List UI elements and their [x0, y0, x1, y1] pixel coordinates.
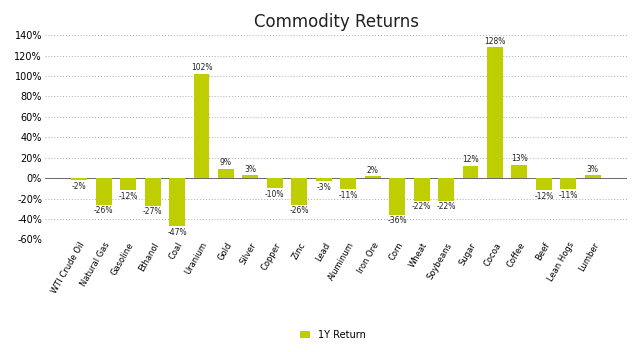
Text: 9%: 9% — [220, 158, 232, 168]
Text: -27%: -27% — [143, 207, 163, 216]
Bar — [316, 178, 332, 181]
Bar — [218, 169, 234, 178]
Title: Commodity Returns: Commodity Returns — [253, 13, 419, 31]
Bar — [438, 178, 454, 201]
Bar — [267, 178, 283, 188]
Bar — [291, 178, 307, 205]
Legend: 1Y Return: 1Y Return — [296, 326, 369, 344]
Bar — [193, 74, 209, 178]
Text: -11%: -11% — [559, 191, 578, 200]
Bar — [487, 48, 503, 178]
Text: 102%: 102% — [191, 63, 212, 73]
Bar — [389, 178, 405, 215]
Text: 2%: 2% — [367, 165, 379, 175]
Bar — [169, 178, 185, 226]
Bar — [536, 178, 552, 190]
Text: -26%: -26% — [289, 206, 309, 215]
Text: -3%: -3% — [316, 183, 331, 192]
Bar — [413, 178, 429, 201]
Text: -2%: -2% — [72, 182, 86, 191]
Text: -47%: -47% — [167, 228, 187, 237]
Text: -26%: -26% — [94, 206, 113, 215]
Bar — [463, 166, 479, 178]
Text: -22%: -22% — [436, 202, 456, 211]
Text: 3%: 3% — [587, 164, 599, 174]
Text: 128%: 128% — [484, 37, 506, 46]
Text: -12%: -12% — [534, 192, 554, 201]
Bar — [145, 178, 161, 206]
Bar — [585, 175, 601, 178]
Text: -11%: -11% — [339, 191, 358, 200]
Text: 3%: 3% — [244, 164, 257, 174]
Bar — [120, 178, 136, 190]
Bar — [243, 175, 259, 178]
Bar — [365, 176, 381, 178]
Bar — [561, 178, 576, 189]
Text: 12%: 12% — [462, 155, 479, 164]
Bar — [340, 178, 356, 189]
Bar — [511, 165, 527, 178]
Text: -22%: -22% — [412, 202, 431, 211]
Text: 13%: 13% — [511, 154, 528, 163]
Text: -10%: -10% — [265, 190, 285, 199]
Bar — [71, 178, 87, 180]
Bar — [96, 178, 111, 205]
Text: -12%: -12% — [118, 192, 138, 201]
Text: -36%: -36% — [387, 216, 407, 225]
